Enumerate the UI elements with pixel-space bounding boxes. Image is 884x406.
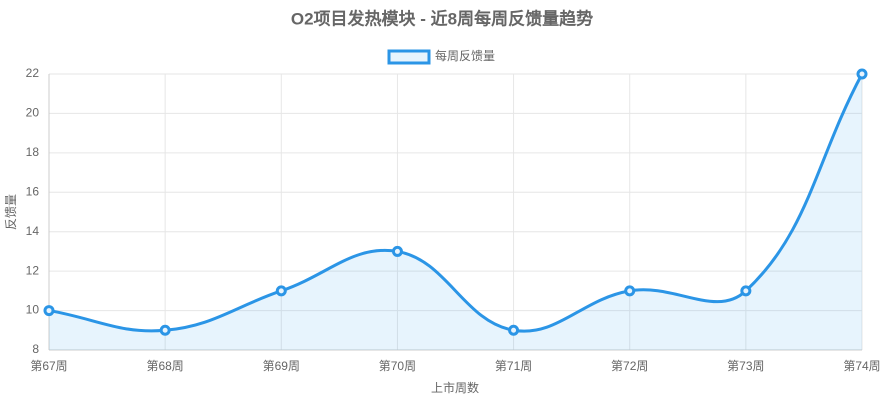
- x-tick-label: 第68周: [146, 359, 183, 373]
- legend-label: 每周反馈量: [435, 48, 495, 63]
- y-tick-label: 22: [26, 66, 40, 80]
- y-tick-label: 10: [26, 303, 40, 317]
- x-tick-label: 第70周: [379, 359, 416, 373]
- x-tick-label: 第74周: [843, 359, 880, 373]
- chart-title: O2项目发热模块 - 近8周每周反馈量趋势: [291, 8, 593, 28]
- area: [49, 74, 862, 350]
- x-tick-label: 第72周: [611, 359, 648, 373]
- line: [48, 73, 864, 333]
- point: [856, 68, 868, 80]
- y-tick-label: 18: [26, 145, 40, 159]
- y-tick-label: 14: [26, 224, 40, 238]
- x-tick-label: 第71周: [495, 359, 532, 373]
- y-tick-label: 20: [26, 106, 40, 120]
- x-tick-label: 第67周: [30, 359, 67, 373]
- y-tick-label: 12: [26, 263, 40, 277]
- x-tick-label: 第73周: [727, 359, 764, 373]
- y-axis-label: 反馈量: [4, 194, 18, 230]
- x-axis-label: 上市周数: [431, 380, 479, 395]
- y-tick-label: 16: [26, 184, 40, 198]
- point: [43, 305, 55, 317]
- point: [624, 285, 636, 297]
- y-tick-label: 8: [32, 342, 39, 356]
- point: [391, 245, 403, 257]
- x-tick-label: 第69周: [263, 359, 300, 373]
- point: [508, 324, 520, 336]
- point: [159, 324, 171, 336]
- point: [740, 285, 752, 297]
- point: [275, 285, 287, 297]
- legend-swatch: [387, 49, 431, 65]
